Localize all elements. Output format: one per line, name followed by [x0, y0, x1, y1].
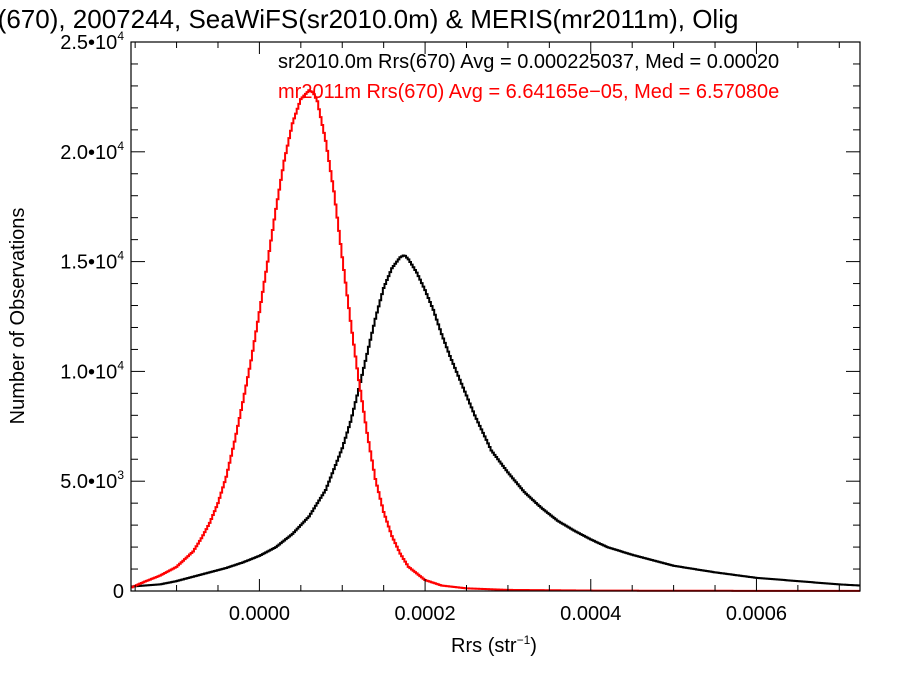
- legend-entry-2: mr2011m Rrs(670) Avg = 6.64165e−05, Med …: [278, 81, 779, 103]
- series-2-line: [131, 89, 860, 592]
- axis-ticks: [131, 41, 860, 592]
- y-tick-label: 0: [113, 581, 124, 603]
- x-axis-label-end: ): [530, 635, 537, 657]
- x-axis-label-main: Rrs (str: [451, 635, 517, 657]
- x-axis-label-sup: −1: [517, 633, 531, 647]
- tick-labels: 0.0000 0.0002 0.0004 0.0006 0 5.0•103 1.0•104 1…: [60, 29, 787, 625]
- x-tick-label: 0.0002: [394, 603, 455, 625]
- legend-entry-1: sr2010.0m Rrs(670) Avg = 0.000225037, Me…: [278, 51, 779, 73]
- series-1-line: [131, 254, 860, 588]
- plot-area: [131, 89, 860, 592]
- x-axis-label: Rrs (str−1): [451, 633, 537, 657]
- x-tick-label: 0.0004: [560, 603, 621, 625]
- y-tick-label: 2.0•104: [60, 139, 124, 164]
- y-tick-label: 2.5•104: [60, 29, 124, 54]
- chart-title: rs(670), 2007244, SeaWiFS(sr2010.0m) & M…: [0, 4, 738, 34]
- plot-frame: [130, 41, 861, 592]
- y-tick-label: 1.5•104: [60, 249, 124, 274]
- x-tick-label: 0.0000: [229, 603, 290, 625]
- y-tick-label: 1.0•104: [60, 358, 124, 383]
- x-tick-label: 0.0006: [726, 603, 787, 625]
- y-axis-label: Number of Observations: [7, 208, 29, 425]
- y-tick-label: 5.0•103: [60, 468, 124, 493]
